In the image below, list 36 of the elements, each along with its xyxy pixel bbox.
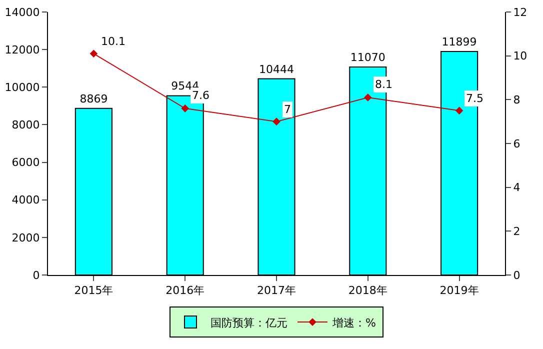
y-tick-label: 2000 bbox=[12, 231, 40, 244]
data-label: 7.6 bbox=[192, 89, 210, 102]
point bbox=[455, 106, 464, 115]
data-label: 8.1 bbox=[375, 78, 392, 91]
y2-tick-label: 4 bbox=[513, 181, 520, 194]
point bbox=[364, 94, 372, 102]
point bbox=[90, 50, 98, 58]
y2-tick-label: 6 bbox=[513, 137, 520, 150]
x-tick-label: 2018年 bbox=[348, 284, 388, 298]
y-tick-label: 0 bbox=[32, 268, 40, 282]
y2-tick-label: 2 bbox=[513, 225, 520, 238]
data-label: 8869 bbox=[80, 92, 108, 106]
x-tick-label: 2017年 bbox=[257, 284, 296, 298]
y-tick-label: 6000 bbox=[12, 156, 40, 170]
y-tick-label: 10000 bbox=[4, 80, 40, 94]
y2-tick-label: 0 bbox=[513, 268, 520, 282]
y2-tick-label: 10 bbox=[513, 50, 528, 63]
x-tick-label: 2015年 bbox=[74, 284, 114, 298]
data-label: 10.1 bbox=[101, 35, 126, 48]
y2-tick-label: 8 bbox=[513, 94, 520, 107]
data-label: 7.5 bbox=[466, 92, 484, 105]
legend-label: 国防预算：亿元 bbox=[210, 316, 288, 330]
point bbox=[272, 118, 280, 126]
data-label: 11070 bbox=[350, 51, 386, 64]
x-tick-label: 2016年 bbox=[166, 284, 205, 298]
y-tick-label: 14000 bbox=[4, 6, 40, 19]
y2-tick-label: 12 bbox=[513, 6, 528, 19]
y-tick-label: 12000 bbox=[4, 43, 40, 56]
legend-label: 增速：% bbox=[332, 316, 376, 330]
point bbox=[181, 104, 189, 112]
y-tick-label: 8000 bbox=[12, 118, 40, 132]
data-label: 7 bbox=[284, 103, 291, 116]
y-tick-label: 4000 bbox=[12, 194, 40, 207]
data-label: 11899 bbox=[442, 35, 477, 48]
data-label: 10444 bbox=[259, 62, 294, 76]
x-tick-label: 2019年 bbox=[440, 284, 479, 298]
